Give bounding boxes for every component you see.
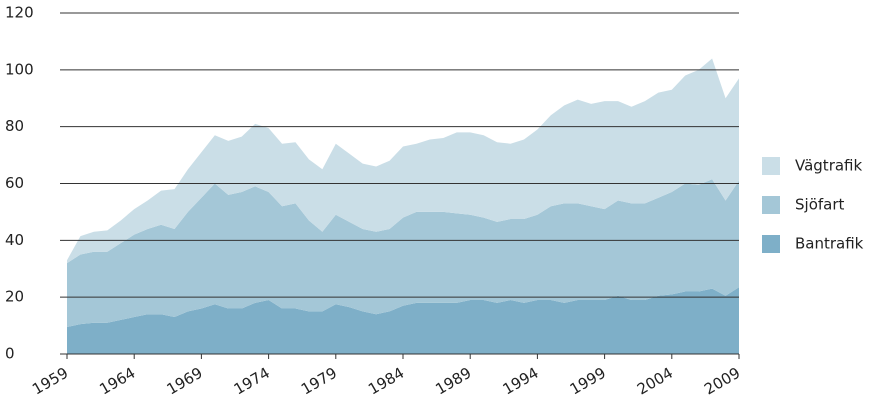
y-tick-label: 40 xyxy=(5,231,24,249)
x-tick-label: 1959 xyxy=(29,364,71,399)
x-tick-label: 1984 xyxy=(365,364,407,399)
x-tick-label: 2009 xyxy=(701,364,743,399)
x-tick-label: 1964 xyxy=(96,364,138,399)
x-tick-label: 1989 xyxy=(432,364,474,399)
y-tick-label: 120 xyxy=(5,4,34,22)
x-tick-label: 1974 xyxy=(231,364,273,399)
legend-label: Bantrafik xyxy=(795,235,864,253)
area xyxy=(67,58,739,264)
y-tick-label: 60 xyxy=(5,174,24,192)
legend-swatch xyxy=(762,196,780,214)
legend-label: Sjöfart xyxy=(795,196,845,214)
y-tick-label: 100 xyxy=(5,60,34,78)
legend-swatch xyxy=(762,235,780,253)
area xyxy=(67,179,739,328)
y-tick-label: 20 xyxy=(5,288,24,306)
x-tick-label: 1969 xyxy=(164,364,206,399)
legend-swatch xyxy=(762,157,780,175)
x-tick-label: 1994 xyxy=(500,364,542,399)
x-tick-label: 1999 xyxy=(567,364,609,399)
legend-label: Vägtrafik xyxy=(795,157,862,175)
y-tick-label: 80 xyxy=(5,117,24,135)
x-tick-label: 2004 xyxy=(634,364,676,399)
area xyxy=(67,287,739,354)
y-tick-label: 0 xyxy=(5,345,15,363)
x-tick-label: 1979 xyxy=(298,364,340,399)
